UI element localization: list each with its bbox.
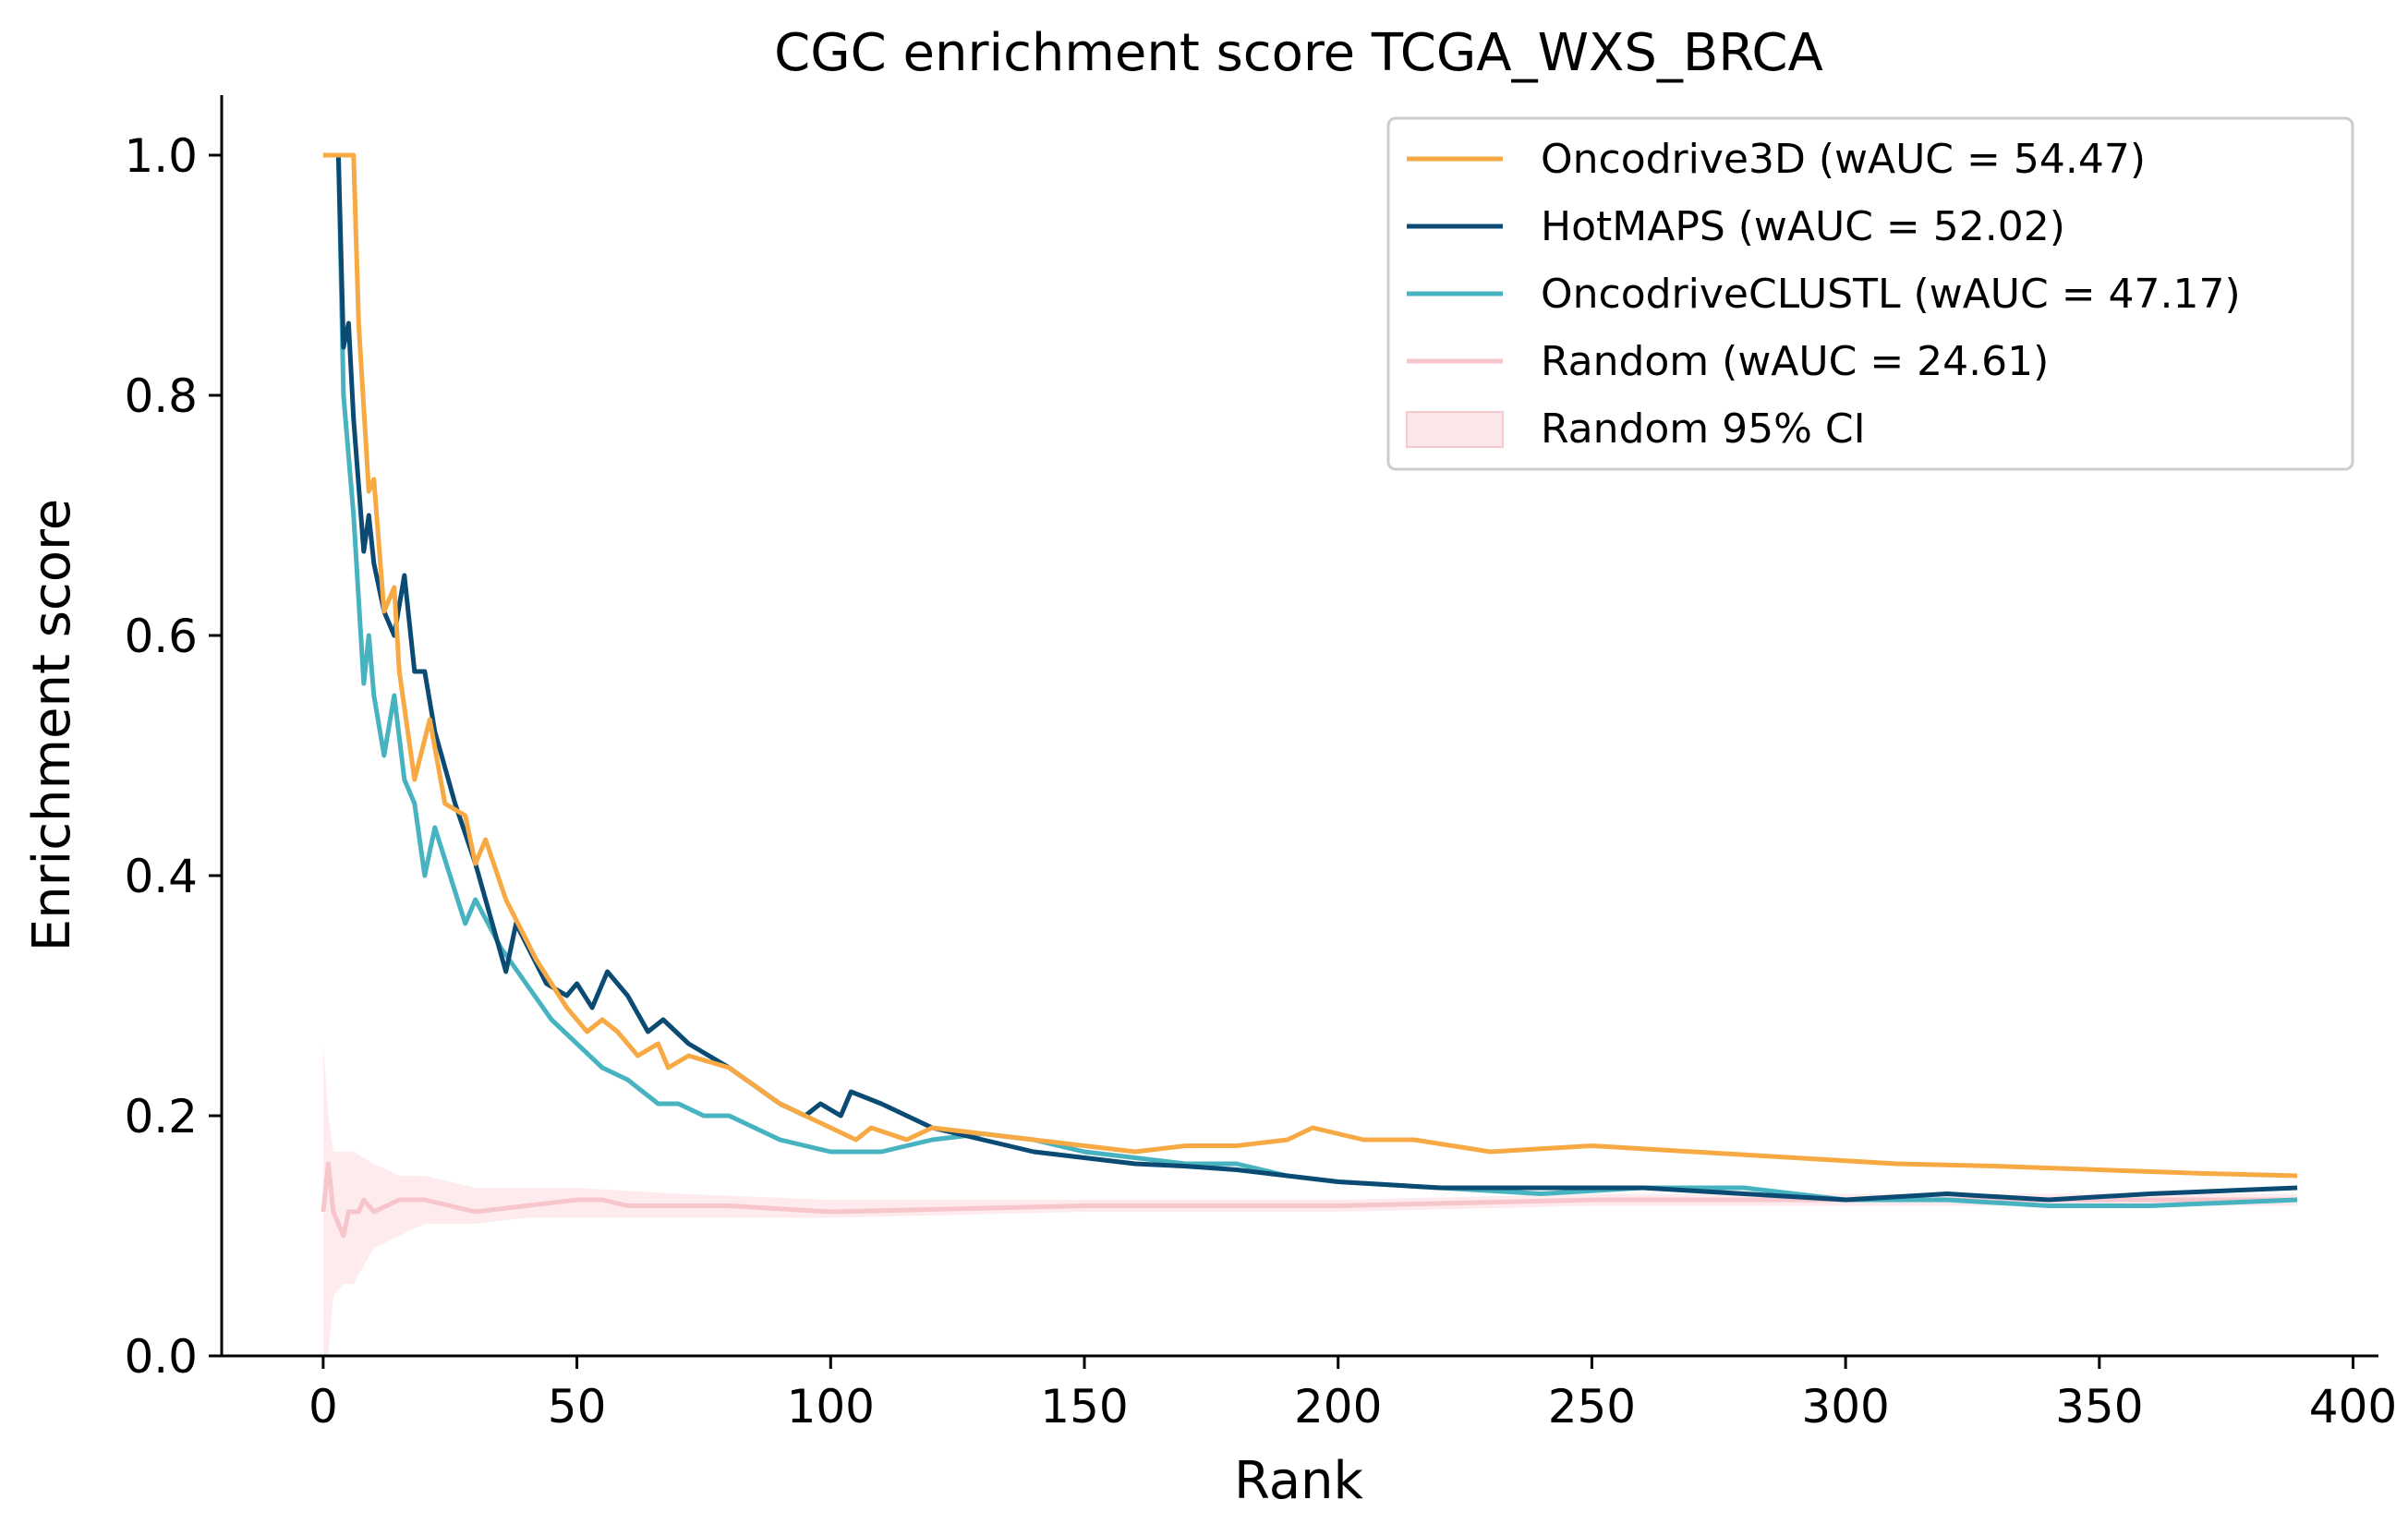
legend-swatch-band: [1406, 411, 1504, 448]
legend-frame: [1386, 116, 2354, 471]
x-tick-label: 300: [1801, 1380, 1889, 1433]
y-tick-label: 0.4: [124, 850, 198, 903]
random-line: [321, 1161, 2298, 1239]
oncodriveclustl-line: [335, 154, 2298, 1208]
legend: Oncodrive3D (wAUC = 54.47) HotMAPS (wAUC …: [1386, 116, 2354, 471]
x-tick-label: 250: [1548, 1380, 1636, 1433]
y-tick-label: 0.0: [124, 1330, 198, 1384]
chart-title: CGC enrichment score TCGA_WXS_BRCA: [774, 23, 1823, 83]
y-tick-label: 0.8: [124, 369, 198, 423]
x-axis-label: Rank: [1234, 1451, 1363, 1511]
x-tick-label: 350: [2055, 1380, 2143, 1433]
random-ci-band: [322, 1044, 2298, 1356]
y-tick-label: 0.2: [124, 1090, 198, 1143]
x-tick-label: 0: [309, 1380, 338, 1433]
x-tick-label: 400: [2309, 1380, 2397, 1433]
x-tick-label: 50: [548, 1380, 607, 1433]
x-tick-label: 200: [1294, 1380, 1382, 1433]
legend-label: Random (wAUC = 24.61): [1541, 338, 2049, 385]
x-tick-label: 100: [787, 1380, 875, 1433]
y-tick-label: 0.6: [124, 610, 198, 663]
legend-items: Oncodrive3D (wAUC = 54.47) HotMAPS (wAUC …: [1406, 136, 2241, 453]
legend-label: Random 95% CI: [1541, 405, 1866, 453]
legend-label: HotMAPS (wAUC = 52.02): [1541, 203, 2065, 250]
plot-area: [321, 152, 2298, 1356]
x-ticks: 0 50 100 150 200 250 300 350 400: [309, 1356, 2397, 1433]
legend-label: OncodriveCLUSTL (wAUC = 47.17): [1541, 271, 2241, 318]
oncodrive3d-line: [322, 152, 2298, 1179]
y-tick-label: 1.0: [124, 129, 198, 183]
y-axis-label: Enrichment score: [22, 499, 82, 951]
y-ticks: 0.0 0.2 0.4 0.6 0.8 1.0: [124, 129, 222, 1384]
x-tick-label: 150: [1040, 1380, 1128, 1433]
legend-label: Oncodrive3D (wAUC = 54.47): [1541, 136, 2146, 183]
